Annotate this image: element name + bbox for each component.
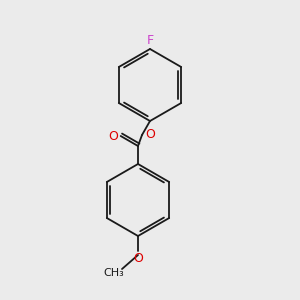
Text: CH₃: CH₃ [103,268,124,278]
Text: O: O [145,128,155,140]
Text: F: F [146,34,154,46]
Text: O: O [133,251,143,265]
Text: O: O [109,130,118,142]
